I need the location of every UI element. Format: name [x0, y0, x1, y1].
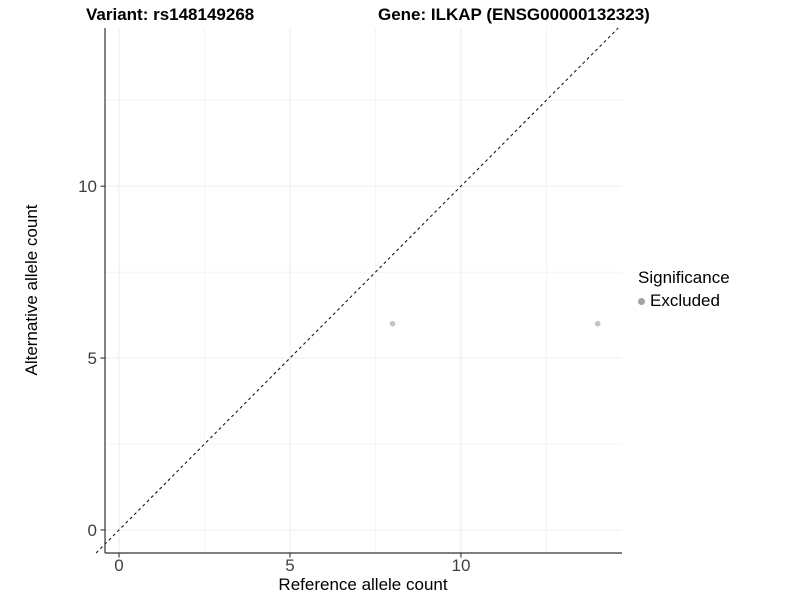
legend-title: Significance: [638, 268, 730, 287]
legend: Significance Excluded: [638, 268, 730, 311]
axis-lines: [104, 28, 622, 554]
variant-title: Variant: rs148149268: [86, 5, 255, 24]
svg-text:5: 5: [285, 556, 294, 575]
gene-title: Gene: ILKAP (ENSG00000132323): [378, 5, 650, 24]
grid-major-group: [105, 28, 622, 553]
legend-point-icon: [638, 297, 645, 305]
x-axis-title: Reference allele count: [278, 575, 448, 594]
grid-minor-group: [105, 28, 622, 553]
identity-line: [95, 27, 619, 554]
data-points: [389, 320, 601, 327]
axis-tick-labels: 0 5 10 0 5 10: [78, 177, 470, 575]
y-axis-title: Alternative allele count: [22, 204, 41, 376]
svg-text:0: 0: [114, 556, 123, 575]
axis-ticks: [100, 185, 462, 558]
svg-text:5: 5: [88, 349, 97, 368]
svg-text:0: 0: [88, 521, 97, 540]
legend-item-excluded: Excluded: [638, 291, 730, 311]
svg-text:10: 10: [78, 177, 97, 196]
legend-item-label: Excluded: [650, 291, 720, 310]
svg-text:10: 10: [451, 556, 470, 575]
